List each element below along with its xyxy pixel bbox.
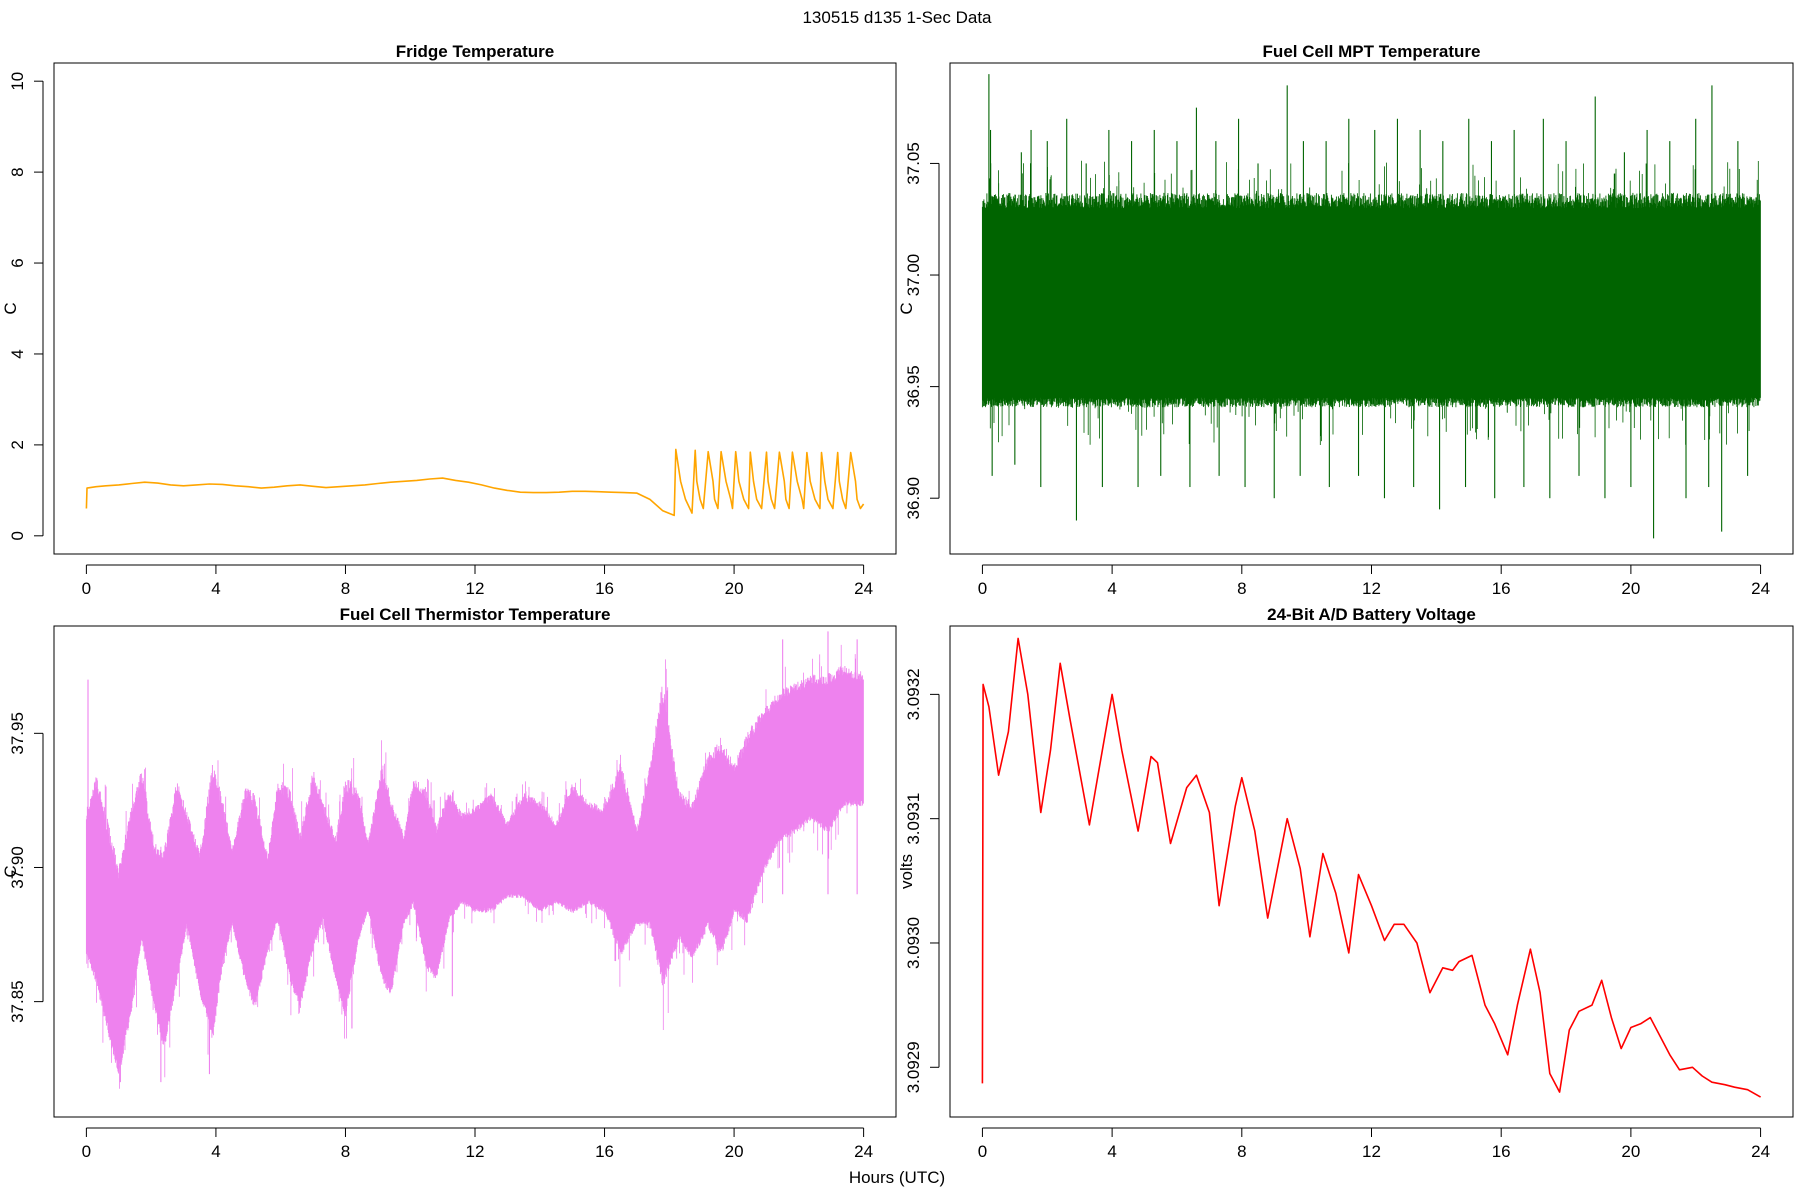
- y-tick-label: 10: [8, 72, 27, 91]
- x-tick-label: 20: [1621, 579, 1640, 598]
- series-band-thermistor-band: [85, 666, 864, 1074]
- y-tick-label: 4: [8, 349, 27, 358]
- y-axis: 37.85 37.90 37.95: [8, 712, 44, 1023]
- x-tick-label: 24: [1751, 1142, 1770, 1161]
- plot-frame: [53, 625, 897, 1118]
- y-tick-label: 6: [8, 258, 27, 267]
- panel-title: Fuel Cell Thermistor Temperature: [340, 605, 611, 624]
- series-line-battery-voltage: [981, 637, 1761, 1098]
- data-layer: [85, 448, 865, 517]
- y-tick-label: 37.90: [8, 846, 27, 889]
- y-tick-label: 37.05: [904, 142, 923, 185]
- y-axis-label: volts: [897, 854, 916, 889]
- x-tick-label: 8: [1237, 1142, 1246, 1161]
- x-axis: 0 4 8 12 16 20 24: [82, 564, 873, 598]
- y-tick-label: 37.00: [904, 254, 923, 297]
- data-layer: [981, 74, 1761, 539]
- x-tick-label: 20: [725, 579, 744, 598]
- x-axis: 0 4 8 12 16 20 24: [82, 1127, 873, 1161]
- y-tick-label: 8: [8, 167, 27, 176]
- y-tick-label: 37.85: [8, 980, 27, 1023]
- series-band-mpt-band-envelope: [981, 192, 1761, 408]
- x-tick-label: 12: [1362, 579, 1381, 598]
- y-axis-label: C: [1, 865, 20, 877]
- x-axis: 0 4 8 12 16 20 24: [978, 1127, 1770, 1161]
- y-tick-label: 0: [8, 531, 27, 540]
- series-band-fringe-thermistor-band: [86, 644, 862, 1089]
- plot-frame: [53, 62, 897, 555]
- x-axis: 0 4 8 12 16 20 24: [978, 564, 1770, 598]
- x-tick-label: 16: [595, 1142, 614, 1161]
- x-tick-label: 20: [725, 1142, 744, 1161]
- y-axis: 36.90 36.95 37.00 37.05: [904, 142, 940, 520]
- plot-frame: [949, 62, 1794, 555]
- x-tick-label: 16: [1492, 579, 1511, 598]
- series-band-fringe-mpt-band-envelope: [989, 160, 1759, 445]
- x-tick-label: 24: [854, 579, 873, 598]
- x-tick-label: 24: [854, 1142, 873, 1161]
- plot-frame: [949, 625, 1794, 1118]
- x-tick-label: 0: [978, 1142, 987, 1161]
- y-tick-label: 3.0929: [904, 1041, 923, 1093]
- x-tick-label: 4: [211, 1142, 220, 1161]
- data-layer: [981, 637, 1761, 1098]
- y-axis-label: C: [897, 302, 916, 314]
- panel-title: Fridge Temperature: [396, 42, 554, 61]
- figure-title: 130515 d135 1-Sec Data: [802, 8, 992, 27]
- y-tick-label: 3.0931: [904, 793, 923, 845]
- y-axis: 0 2 4 6 8 10: [8, 72, 44, 541]
- x-tick-label: 8: [1237, 579, 1246, 598]
- x-tick-label: 0: [82, 579, 91, 598]
- series-line-fridge-temperature: [85, 448, 865, 517]
- y-tick-label: 36.95: [904, 365, 923, 408]
- x-tick-label: 8: [341, 1142, 350, 1161]
- x-tick-label: 16: [595, 579, 614, 598]
- panel-battery-voltage: 24-Bit A/D Battery Voltage 0 4 8 12 16 20 24 3.0…: [897, 605, 1794, 1161]
- y-tick-label: 2: [8, 440, 27, 449]
- panel-title: Fuel Cell MPT Temperature: [1263, 42, 1481, 61]
- x-tick-label: 0: [82, 1142, 91, 1161]
- y-tick-label: 36.90: [904, 477, 923, 520]
- x-tick-label: 8: [341, 579, 350, 598]
- y-axis: 3.0929 3.0930 3.0931 3.0932: [904, 668, 940, 1093]
- x-tick-label: 20: [1621, 1142, 1640, 1161]
- data-layer: [85, 631, 864, 1089]
- y-tick-label: 3.0930: [904, 917, 923, 969]
- y-axis-label: C: [1, 302, 20, 314]
- x-tick-label: 12: [466, 1142, 485, 1161]
- y-tick-label: 3.0932: [904, 668, 923, 720]
- x-tick-label: 12: [1362, 1142, 1381, 1161]
- x-tick-label: 4: [1107, 1142, 1116, 1161]
- x-tick-label: 4: [211, 579, 220, 598]
- x-tick-label: 16: [1492, 1142, 1511, 1161]
- x-tick-label: 0: [978, 579, 987, 598]
- x-tick-label: 12: [466, 579, 485, 598]
- panel-fuel-cell-mpt-temperature: Fuel Cell MPT Temperature 0 4 8 12 16 20 24 36.9…: [897, 42, 1794, 598]
- panel-title: 24-Bit A/D Battery Voltage: [1267, 605, 1476, 624]
- shared-x-axis-label: Hours (UTC): [849, 1168, 945, 1187]
- x-tick-label: 4: [1107, 579, 1116, 598]
- y-tick-label: 37.95: [8, 712, 27, 755]
- x-tick-label: 24: [1751, 579, 1770, 598]
- panel-fuel-cell-thermistor-temperature: Fuel Cell Thermistor Temperature 0 4 8 12 16 2…: [1, 605, 897, 1161]
